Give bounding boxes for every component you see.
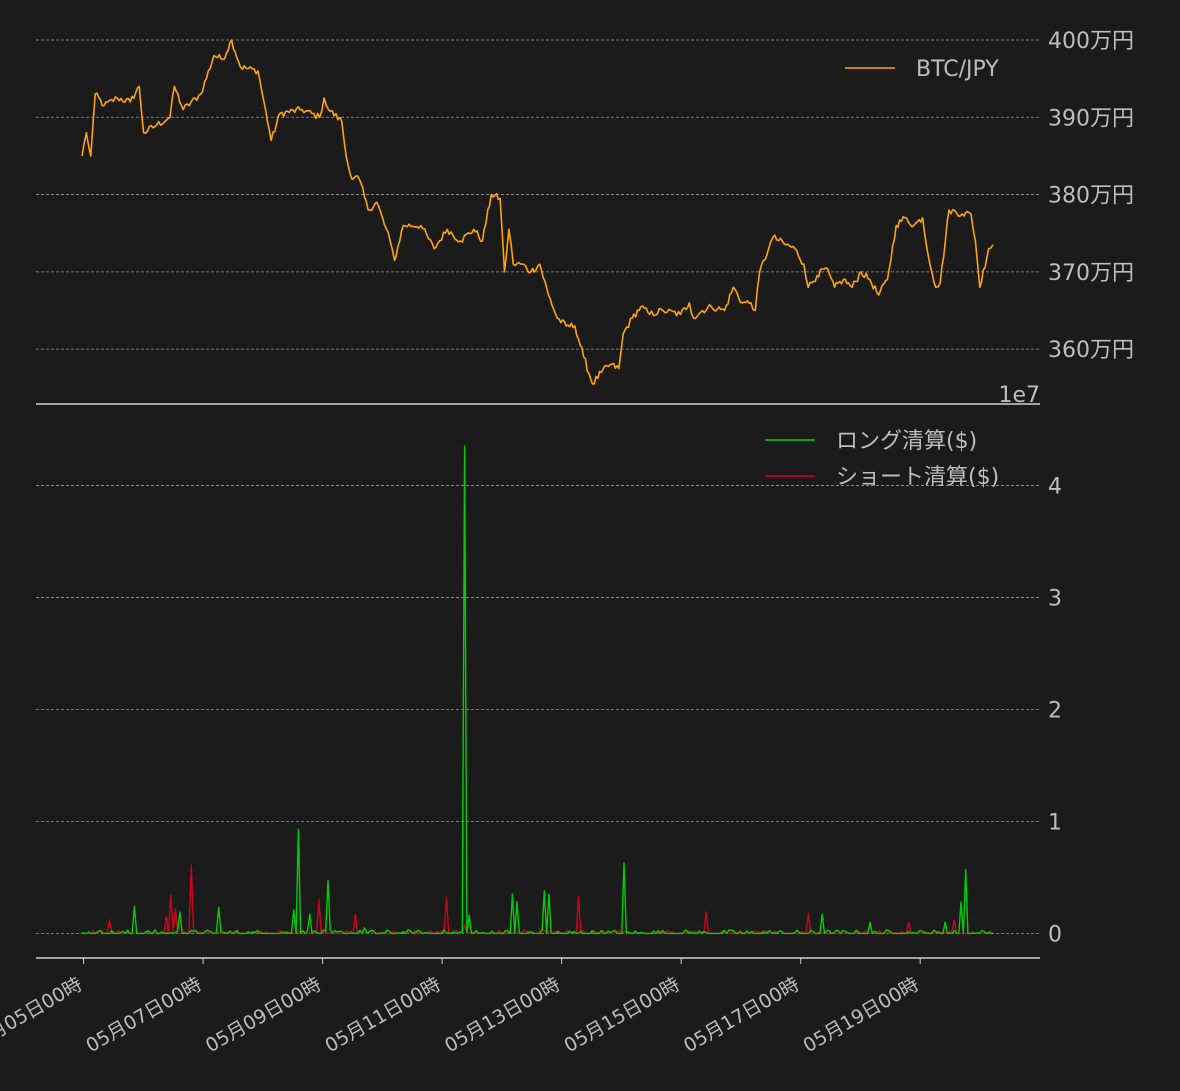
liquidation-y-tick-label: 0: [1048, 922, 1062, 947]
price-panel: [81, 39, 994, 385]
price-y-tick-label: 390万円: [1048, 106, 1134, 131]
btc-jpy-price-line: [81, 39, 994, 385]
price-y-tick-label: 400万円: [1048, 29, 1134, 54]
price-y-tick-label: 360万円: [1048, 338, 1134, 363]
liquidation-y-tick-label: 4: [1048, 474, 1062, 499]
liquidation-y-tick-label: 3: [1048, 586, 1062, 611]
legends: BTC/JPY ロング清算($) ショート清算($): [765, 57, 999, 490]
liquidation-panel: [81, 445, 994, 935]
price-offset-label: 1e7: [998, 383, 1040, 408]
legend-label-btc-jpy: BTC/JPY: [916, 57, 999, 82]
long-liquidation-line: [81, 445, 993, 935]
legend-label-long: ロング清算($): [836, 429, 977, 454]
legend-label-short: ショート清算($): [836, 465, 999, 490]
price-y-tick-label: 370万円: [1048, 261, 1134, 286]
price-y-tick-label: 380万円: [1048, 184, 1134, 209]
liquidation-y-tick-label: 2: [1048, 698, 1062, 723]
axes: [36, 403, 1040, 964]
liquidation-y-tick-label: 1: [1048, 810, 1062, 835]
